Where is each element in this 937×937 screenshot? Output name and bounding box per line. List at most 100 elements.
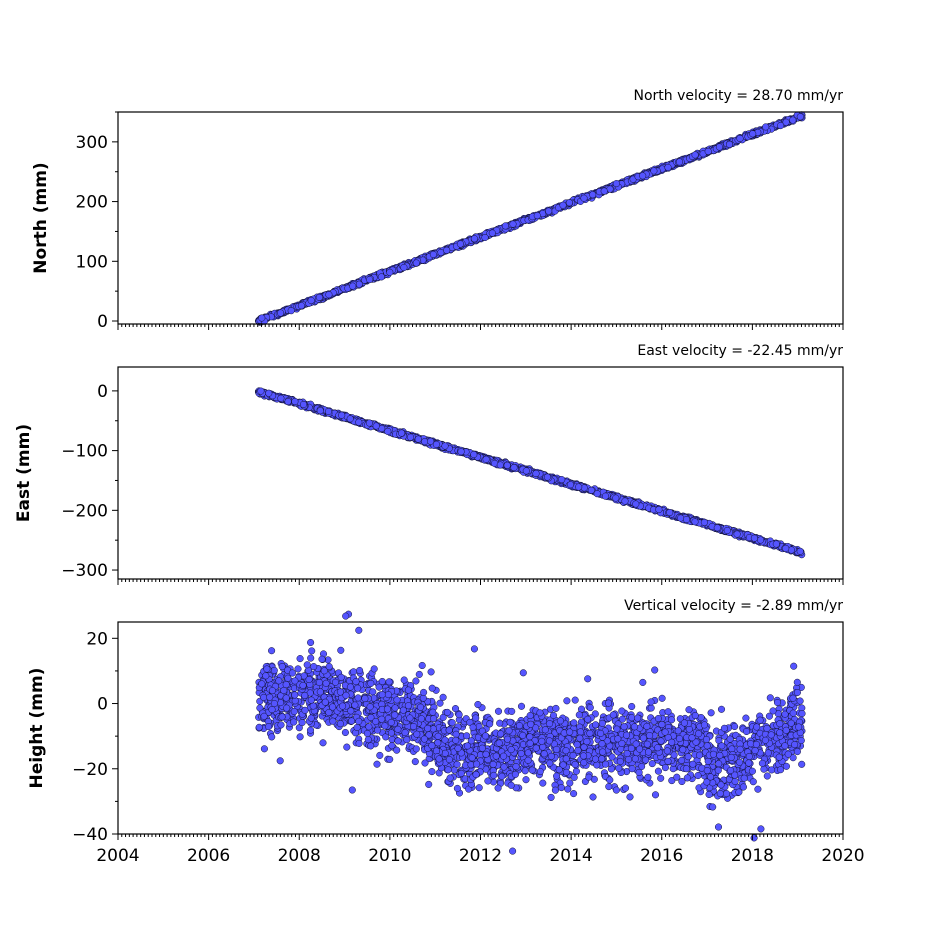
data-point (509, 220, 517, 228)
data-point (600, 187, 608, 195)
data-point (647, 704, 655, 712)
data-point (315, 293, 323, 301)
data-point (563, 697, 571, 705)
data-point (713, 524, 721, 532)
data-point (777, 122, 785, 130)
data-point (400, 263, 408, 272)
data-point (439, 693, 447, 701)
data-point (369, 688, 377, 696)
north-ylabel: North (mm) (31, 162, 51, 273)
data-point (593, 490, 601, 498)
data-point (284, 398, 292, 406)
data-point (258, 314, 266, 322)
data-point (522, 467, 530, 475)
data-point (437, 248, 445, 257)
data-point (436, 699, 444, 707)
data-point (587, 486, 595, 494)
vertical-velocity-title: Vertical velocity = -2.89 mm/yr (624, 598, 843, 614)
data-point (733, 530, 741, 538)
data-point (503, 461, 511, 469)
data-point (319, 739, 327, 747)
north-points (254, 111, 806, 326)
data-point (377, 273, 385, 281)
data-point (412, 259, 420, 267)
data-point (547, 793, 555, 801)
data-point (365, 419, 373, 427)
data-point (789, 116, 797, 124)
data-point (757, 536, 765, 544)
data-point (355, 418, 363, 426)
data-point (700, 518, 708, 526)
data-point (372, 422, 380, 430)
east-ylabel: East (mm) (14, 424, 34, 522)
data-point (366, 276, 374, 284)
data-point (421, 438, 429, 446)
data-point (277, 394, 285, 402)
data-point (682, 515, 691, 524)
data-point (626, 793, 634, 801)
data-point (297, 302, 305, 310)
data-point (539, 779, 547, 787)
data-point (575, 483, 583, 491)
data-point (566, 481, 575, 489)
data-point (677, 514, 685, 522)
data-point (406, 433, 415, 441)
data-point (612, 180, 620, 188)
data-point (299, 400, 308, 409)
data-point (589, 191, 597, 199)
y-tick-label: 0 (97, 312, 108, 332)
data-point (532, 469, 540, 478)
data-point (725, 140, 734, 148)
data-point (654, 767, 662, 775)
y-tick-label: −200 (61, 501, 108, 521)
data-point (651, 791, 660, 799)
data-point (496, 461, 504, 469)
east-velocity-title: East velocity = -22.45 mm/yr (637, 343, 843, 359)
data-point (432, 440, 440, 448)
data-point (750, 534, 758, 542)
y-tick-label: 200 (76, 193, 108, 213)
data-point (559, 201, 567, 209)
y-tick-label: 100 (76, 252, 108, 272)
data-point (470, 450, 478, 459)
data-point (384, 427, 392, 435)
data-point (412, 677, 420, 685)
data-point (481, 233, 489, 242)
data-point (601, 492, 610, 500)
data-point (651, 666, 659, 674)
data-point (428, 684, 436, 692)
data-point (470, 235, 478, 243)
data-point (373, 760, 381, 768)
data-point (749, 130, 757, 138)
data-point (621, 497, 629, 505)
data-point (762, 123, 770, 131)
data-point (265, 389, 273, 397)
data-point (545, 207, 553, 215)
data-point (704, 147, 712, 155)
data-point (650, 167, 658, 175)
data-point (488, 229, 496, 237)
data-point (565, 199, 573, 207)
data-point (386, 755, 394, 763)
data-point (427, 437, 435, 445)
data-point (456, 240, 464, 248)
data-point (715, 143, 723, 151)
data-point (346, 415, 354, 423)
data-point (782, 544, 790, 552)
data-point (612, 494, 620, 502)
data-point (736, 134, 744, 143)
data-point (772, 540, 780, 548)
data-point (632, 500, 640, 508)
data-point (316, 407, 324, 415)
data-point (343, 743, 351, 751)
data-point (307, 296, 315, 305)
data-point (691, 151, 699, 159)
data-point (522, 776, 530, 784)
data-point (342, 612, 350, 620)
data-point (566, 779, 574, 787)
data-point (324, 407, 333, 416)
data-point (510, 464, 518, 472)
data-point (294, 665, 302, 673)
data-point (790, 662, 798, 670)
